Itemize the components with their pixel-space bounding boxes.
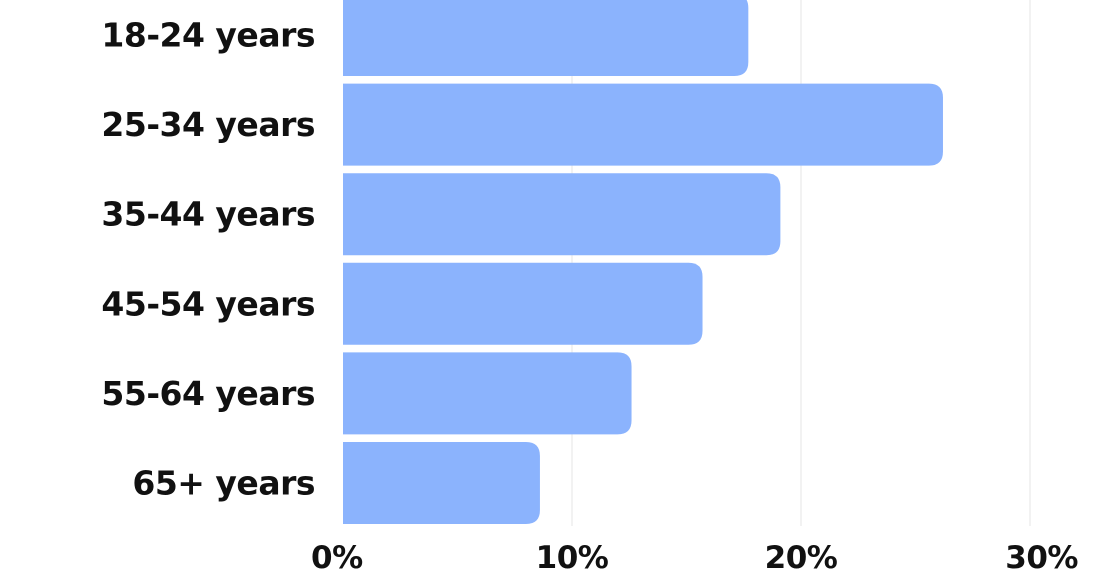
bars	[343, 0, 943, 524]
category-label: 18-24 years	[101, 16, 315, 55]
x-axis-tick-labels: 0% 10% 20% 30%	[311, 540, 1079, 573]
bar-25-34-years	[343, 83, 943, 166]
category-label: 55-64 years	[101, 374, 315, 413]
category-label: 25-34 years	[101, 105, 315, 144]
x-tick-label: 0%	[311, 540, 363, 573]
category-label: 65+ years	[132, 464, 315, 503]
bar-45-54-years	[343, 262, 703, 345]
bar-18-24-years	[343, 0, 749, 76]
bar-35-44-years	[343, 173, 781, 256]
x-tick-label: 30%	[1005, 540, 1078, 573]
x-tick-label: 20%	[765, 540, 838, 573]
bar-55-64-years	[343, 352, 632, 435]
x-tick-label: 10%	[536, 540, 609, 573]
category-label: 45-54 years	[101, 284, 315, 323]
category-labels: 18-24 years 25-34 years 35-44 years 45-54 y…	[101, 16, 315, 503]
category-label: 35-44 years	[101, 195, 315, 234]
bar-65-years	[343, 442, 540, 524]
